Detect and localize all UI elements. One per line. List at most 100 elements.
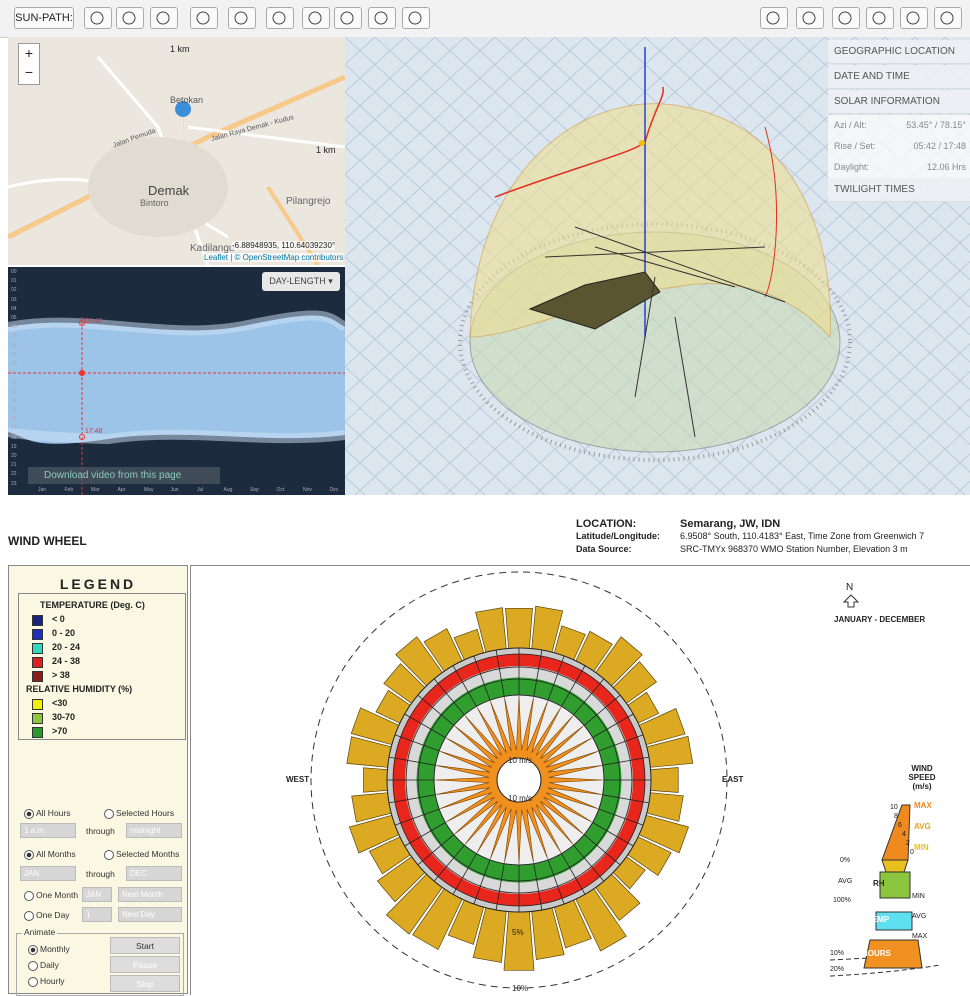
- radial-line: [598, 808, 644, 826]
- panel-section[interactable]: SOLAR INFORMATION: [828, 90, 970, 114]
- select[interactable]: midnight: [126, 823, 182, 838]
- panel-section[interactable]: TWILIGHT TIMES: [828, 178, 970, 202]
- rh-mark: 100%: [833, 897, 851, 904]
- tool-button[interactable]: [266, 7, 294, 29]
- tool-button[interactable]: [866, 7, 894, 29]
- row-value: 12.06 Hrs: [926, 162, 966, 172]
- info-value: SRC-TMYx 968370 WMO Station Number, Elev…: [680, 544, 908, 554]
- icon-shape: [408, 11, 422, 25]
- grid-line: [345, 338, 516, 495]
- select[interactable]: 1 a.m.: [20, 823, 76, 838]
- video-link[interactable]: Download video from this page: [28, 467, 220, 484]
- select[interactable]: DEC: [126, 866, 182, 881]
- zoom-out[interactable]: −: [24, 64, 34, 80]
- tool-button[interactable]: [334, 7, 362, 29]
- radio[interactable]: [104, 850, 114, 860]
- tool-button[interactable]: [116, 7, 144, 29]
- place-label: Demak: [148, 183, 190, 198]
- radial-line: [473, 859, 491, 905]
- tool-button[interactable]: [84, 7, 112, 29]
- select[interactable]: JAN: [20, 866, 76, 881]
- month-label: Aug: [223, 487, 233, 493]
- hour-label: 22: [11, 471, 17, 478]
- row-value: 53.45° / 78.15°: [906, 120, 966, 130]
- mode-button[interactable]: SUN-PATH:: [14, 7, 74, 29]
- hour-label: 16: [11, 416, 17, 423]
- month-label: Sep: [250, 487, 259, 493]
- animate-title: Animate: [22, 927, 58, 937]
- month-label: May: [144, 487, 154, 493]
- hour-label: 08: [11, 342, 17, 349]
- select[interactable]: JAN: [82, 887, 112, 902]
- hour-label: 10: [11, 361, 17, 367]
- tool-button[interactable]: [190, 7, 218, 29]
- grid-line: [345, 37, 436, 121]
- button[interactable]: Stop: [110, 975, 180, 992]
- icon-shape: [940, 11, 954, 25]
- sunset-label: 17:48: [85, 428, 103, 435]
- control-label: Daily: [40, 960, 59, 970]
- hour-label: 18: [11, 434, 17, 441]
- grid-line: [864, 398, 970, 495]
- radial-line: [533, 649, 543, 697]
- tool-button[interactable]: [934, 7, 962, 29]
- radio[interactable]: [28, 961, 38, 971]
- button[interactable]: Start: [110, 937, 180, 954]
- button[interactable]: Pause: [110, 956, 180, 973]
- select[interactable]: 1: [82, 907, 112, 922]
- grid-line: [345, 37, 466, 148]
- select[interactable]: Next Month: [118, 887, 182, 902]
- tool-button[interactable]: [402, 7, 430, 29]
- hour-label: 17: [11, 425, 17, 432]
- map-roads: [8, 56, 345, 265]
- place-label: Pilangrejo: [286, 196, 331, 207]
- grid-line: [345, 37, 616, 285]
- radio[interactable]: [24, 891, 34, 901]
- tool-button[interactable]: [368, 7, 396, 29]
- month-label: Jun: [170, 487, 179, 493]
- tool-button[interactable]: [150, 7, 178, 29]
- tool-button[interactable]: [796, 7, 824, 29]
- day-length-menu[interactable]: DAY-LENGTH ▾: [262, 272, 340, 291]
- radio[interactable]: [24, 850, 34, 860]
- hour-label: 05: [11, 315, 17, 321]
- radial-line: [598, 734, 644, 752]
- hour-label: 12: [11, 379, 17, 386]
- month-label: Oct: [276, 487, 285, 493]
- radial-line: [433, 844, 465, 882]
- tool-button[interactable]: [760, 7, 788, 29]
- tool-button[interactable]: [832, 7, 860, 29]
- swatch: [32, 713, 43, 724]
- hour-label: 03: [11, 296, 17, 303]
- radio[interactable]: [24, 809, 34, 819]
- temp-label: TEMP: [867, 915, 890, 924]
- zoom-control: + −: [18, 43, 40, 85]
- tool-button[interactable]: [900, 7, 928, 29]
- tool-button[interactable]: [228, 7, 256, 29]
- radio[interactable]: [28, 945, 38, 955]
- scale-label: 1 km: [170, 44, 190, 54]
- radial-line: [533, 863, 543, 911]
- panel-section[interactable]: DATE AND TIME: [828, 65, 970, 89]
- icon: [408, 11, 422, 25]
- radial-line: [404, 713, 446, 738]
- icon: [90, 11, 104, 25]
- icon-shape: [872, 11, 886, 25]
- control-label: All Hours: [36, 808, 71, 818]
- animate-box: [16, 933, 184, 996]
- frequency-bar: [650, 767, 679, 793]
- hour-label: 14: [11, 397, 17, 404]
- speed-label: 4: [902, 831, 906, 838]
- select[interactable]: Next Day: [118, 907, 182, 922]
- panel-section[interactable]: GEOGRAPHIC LOCATION: [828, 40, 970, 64]
- radio[interactable]: [104, 809, 114, 819]
- zoom-in[interactable]: +: [24, 45, 34, 61]
- wheel-frame: [190, 565, 970, 995]
- radio[interactable]: [28, 977, 38, 987]
- icon-shape: [374, 11, 388, 25]
- tool-button[interactable]: [302, 7, 330, 29]
- speed-label: 2: [906, 840, 910, 847]
- radio[interactable]: [24, 911, 34, 921]
- radial-line: [583, 694, 621, 726]
- legend-label: 0 - 20: [52, 628, 76, 638]
